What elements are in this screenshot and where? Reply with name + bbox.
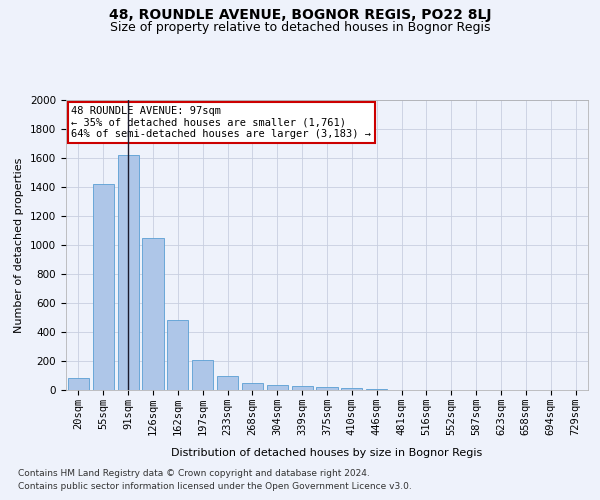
Bar: [292, 386, 313, 390]
Text: Distribution of detached houses by size in Bognor Regis: Distribution of detached houses by size …: [172, 448, 482, 458]
Text: Size of property relative to detached houses in Bognor Regis: Size of property relative to detached ho…: [110, 21, 490, 34]
Bar: [267, 385, 288, 390]
Bar: [142, 238, 164, 390]
Bar: [316, 387, 338, 390]
Bar: [192, 360, 213, 390]
Text: Contains public sector information licensed under the Open Government Licence v3: Contains public sector information licen…: [18, 482, 412, 491]
Bar: [68, 378, 89, 390]
Bar: [366, 388, 387, 390]
Bar: [93, 184, 114, 390]
Bar: [167, 320, 188, 390]
Text: 48, ROUNDLE AVENUE, BOGNOR REGIS, PO22 8LJ: 48, ROUNDLE AVENUE, BOGNOR REGIS, PO22 8…: [109, 8, 491, 22]
Bar: [217, 376, 238, 390]
Text: 48 ROUNDLE AVENUE: 97sqm
← 35% of detached houses are smaller (1,761)
64% of sem: 48 ROUNDLE AVENUE: 97sqm ← 35% of detach…: [71, 106, 371, 139]
Bar: [341, 388, 362, 390]
Y-axis label: Number of detached properties: Number of detached properties: [14, 158, 25, 332]
Bar: [242, 383, 263, 390]
Text: Contains HM Land Registry data © Crown copyright and database right 2024.: Contains HM Land Registry data © Crown c…: [18, 468, 370, 477]
Bar: [118, 155, 139, 390]
